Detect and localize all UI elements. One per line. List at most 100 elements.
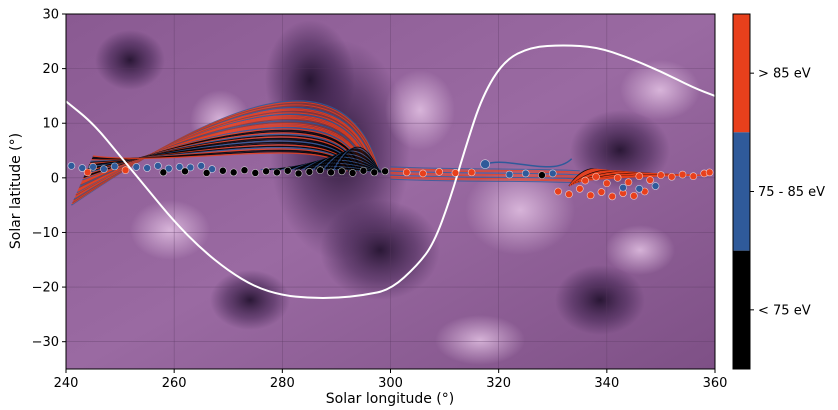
field-line: [390, 169, 580, 174]
footpoint: [603, 179, 611, 188]
footpoint: [273, 168, 281, 177]
field-line: [390, 170, 580, 176]
x-tick-label: 320: [486, 376, 511, 391]
footpoint: [635, 184, 644, 193]
footpoint: [283, 166, 292, 175]
x-axis: 240 260 280 300 320 340 360: [54, 369, 728, 391]
footpoint: [651, 182, 660, 190]
footpoint: [505, 170, 514, 179]
field-line: [390, 173, 580, 179]
field-line: [390, 177, 580, 183]
footpoint: [202, 169, 211, 177]
footpoint: [110, 162, 119, 171]
x-tick-label: 360: [703, 376, 728, 391]
footpoint: [635, 172, 644, 181]
footpoint: [186, 163, 195, 172]
footpoint: [197, 162, 206, 170]
colorbar-label: < 75 eV: [758, 303, 811, 318]
footpoint: [538, 171, 546, 179]
colorbar-label: > 85 eV: [758, 67, 811, 82]
footpoint: [121, 166, 130, 174]
field-line: [335, 146, 381, 173]
x-tick-label: 280: [270, 376, 295, 391]
y-tick-label: 0: [51, 171, 59, 186]
y-tick-label: −20: [32, 281, 59, 296]
footpoint: [586, 191, 595, 200]
field-line: [390, 178, 580, 184]
footpoint: [554, 187, 562, 196]
footpoint: [619, 183, 627, 192]
footpoint: [100, 165, 108, 173]
footpoint: [608, 192, 617, 201]
footpoint: [548, 169, 557, 178]
y-axis-title: Solar latitude (°): [8, 133, 24, 249]
footpoint: [348, 169, 357, 177]
footpoint: [78, 164, 87, 172]
footpoint: [435, 168, 443, 176]
footpoint: [480, 159, 490, 169]
footpoint: [143, 164, 151, 172]
footpoint: [630, 192, 638, 200]
footpoint: [575, 184, 584, 193]
footpoint: [667, 172, 676, 181]
footpoint: [208, 165, 216, 173]
footpoint: [181, 167, 189, 176]
footpoint: [229, 168, 238, 177]
footpoint: [132, 163, 141, 171]
footpoint: [83, 168, 92, 177]
field-line: [390, 166, 580, 172]
footpoint: [613, 174, 622, 182]
field-line: [390, 167, 580, 173]
footpoint: [327, 168, 335, 177]
footpoint: [657, 171, 665, 179]
colorbar-label: 75 - 85 eV: [758, 185, 825, 200]
footpoint: [451, 169, 460, 177]
footpoint: [565, 190, 573, 199]
footpoint: [67, 162, 76, 170]
y-tick-label: 20: [42, 62, 59, 77]
footpoint: [262, 167, 270, 176]
footpoint: [294, 169, 303, 178]
plot-area: [65, 13, 716, 370]
x-tick-label: 340: [594, 376, 619, 391]
footpoint: [521, 169, 530, 178]
footpoint: [316, 166, 324, 174]
colorbar-frame: [732, 13, 751, 370]
y-tick-label: 30: [42, 8, 59, 23]
footpoint: [689, 172, 698, 181]
footpoint: [251, 169, 260, 177]
y-tick-label: 10: [42, 117, 59, 132]
x-axis-title: Solar longitude (°): [326, 391, 454, 407]
colorbar-segment: [733, 132, 750, 251]
colorbar: > 85 eV 75 - 85 eV < 75 eV: [732, 13, 825, 370]
grid: [66, 14, 715, 369]
colorbar-segment: [733, 14, 750, 133]
neutral-line: [66, 44, 715, 300]
footpoint: [159, 168, 168, 177]
footpoint: [705, 168, 714, 177]
footpoint: [175, 163, 184, 171]
field-line: [484, 158, 573, 168]
field-line: [390, 174, 580, 180]
y-tick-label: −30: [32, 335, 59, 350]
x-tick-label: 260: [162, 376, 187, 391]
y-axis: 30 20 10 0 −10 −20 −30: [32, 8, 66, 350]
colorbar-segment: [733, 250, 750, 369]
footpoint: [154, 162, 162, 170]
footpoint: [624, 178, 633, 187]
footpoint: [240, 166, 249, 174]
x-tick-label: 240: [54, 376, 79, 391]
footpoint: [219, 166, 227, 175]
field-lines: [71, 100, 710, 206]
footpoint: [305, 168, 314, 176]
footpoint: [338, 167, 346, 176]
footpoint: [581, 176, 590, 185]
field-line: [390, 171, 580, 177]
footpoint: [646, 176, 654, 184]
footpoint: [381, 167, 389, 176]
field-line: [390, 175, 580, 181]
footpoint: [597, 188, 606, 196]
footpoint: [370, 168, 379, 177]
footpoint: [467, 168, 476, 177]
y-tick-label: −10: [32, 226, 59, 241]
